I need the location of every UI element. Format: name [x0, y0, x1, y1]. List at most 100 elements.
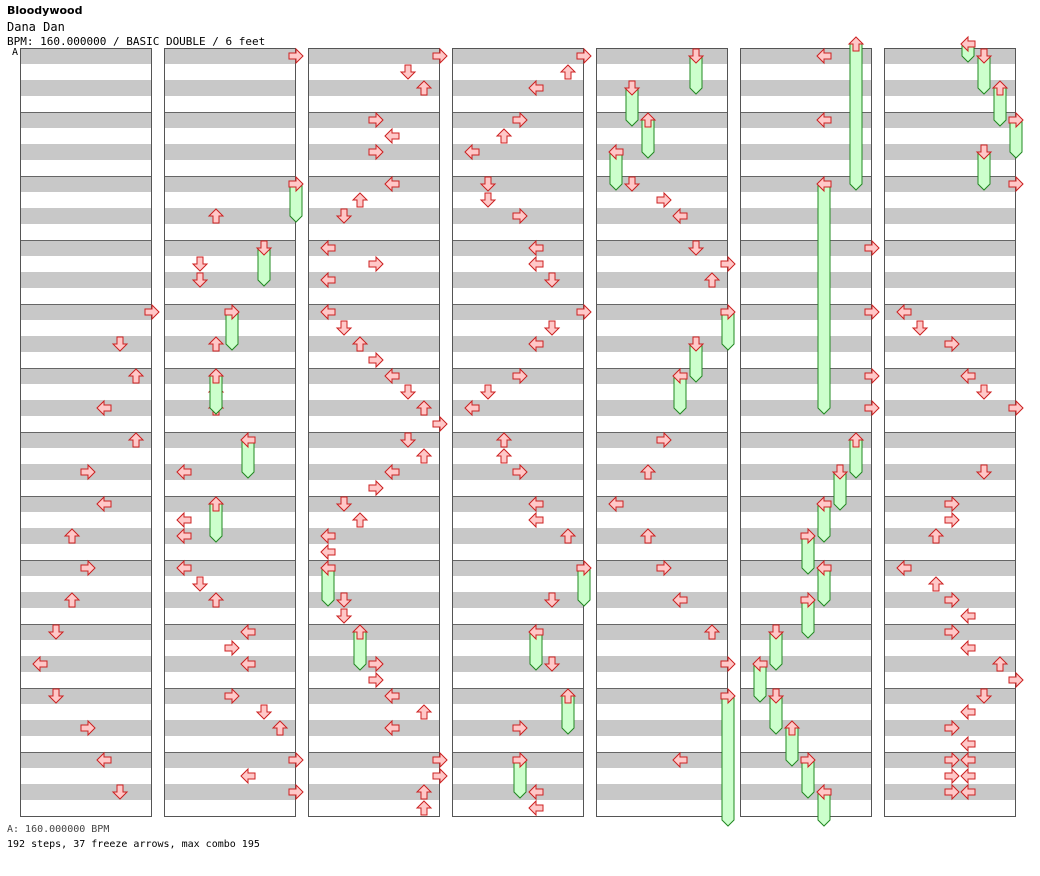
chart-info: BPM: 160.000000 / BASIC DOUBLE / 6 feet [7, 35, 266, 48]
beat-stripe [596, 464, 728, 480]
column-border [164, 48, 296, 817]
arrow-shape [495, 448, 513, 464]
step-arrow [944, 623, 960, 641]
beat-stripe [452, 240, 584, 256]
arrow-shape [608, 143, 624, 161]
freeze-head-arrow [752, 655, 768, 673]
step-arrow [368, 351, 384, 369]
beat-stripe [884, 656, 1016, 672]
step-arrow [335, 496, 353, 512]
arrow-shape [320, 559, 336, 577]
beat-stripe [20, 656, 152, 672]
beat-stripe [20, 432, 152, 448]
step-arrow [528, 239, 544, 257]
arrow-shape [351, 192, 369, 208]
step-arrow [207, 336, 225, 352]
arrow-shape [944, 751, 960, 769]
beat-stripe [164, 464, 296, 480]
arrow-shape [975, 688, 993, 704]
freeze-head-arrow [783, 720, 801, 736]
beat-stripe [884, 240, 1016, 256]
arrow-shape [816, 559, 832, 577]
arrow-shape [464, 399, 480, 417]
freeze-head-arrow [288, 175, 304, 193]
freeze-head-arrow [224, 303, 240, 321]
step-arrow [703, 272, 721, 288]
beat-stripe [20, 176, 152, 192]
arrow-shape [368, 143, 384, 161]
arrow-shape [944, 719, 960, 737]
beat-stripe [596, 48, 728, 64]
beat-stripe [596, 144, 728, 160]
step-arrow [672, 591, 688, 609]
arrow-shape [176, 463, 192, 481]
freeze-head-arrow [816, 559, 832, 577]
arrow-shape [288, 783, 304, 801]
freeze-head-arrow [207, 496, 225, 512]
beat-stripe [740, 48, 872, 64]
column-border [308, 48, 440, 817]
arrow-shape [512, 751, 528, 769]
step-arrow [944, 719, 960, 737]
arrow-shape [927, 576, 945, 592]
beat-stripe [740, 336, 872, 352]
step-arrow [720, 255, 736, 273]
freeze-head-arrow [559, 688, 577, 704]
arrow-shape [767, 688, 785, 704]
arrow-shape [720, 255, 736, 273]
arrow-shape [207, 336, 225, 352]
arrow-shape [368, 479, 384, 497]
beat-stripe [740, 496, 872, 512]
arrow-shape [127, 368, 145, 384]
arrow-shape [368, 111, 384, 129]
arrow-shape [623, 80, 641, 96]
step-arrow [415, 704, 433, 720]
step-arrow [543, 592, 561, 608]
arrow-shape [432, 767, 448, 785]
beat-stripe [308, 464, 440, 480]
step-arrow [528, 495, 544, 513]
arrow-shape [687, 240, 705, 256]
arrow-shape [543, 656, 561, 672]
beat-stripe [596, 720, 728, 736]
beat-stripe [452, 272, 584, 288]
step-arrow [351, 192, 369, 208]
arrow-shape [623, 176, 641, 192]
step-arrow [80, 463, 96, 481]
arrow-shape [288, 47, 304, 65]
step-arrow [320, 271, 336, 289]
step-arrow [384, 127, 400, 145]
step-arrow [335, 608, 353, 624]
arrow-shape [672, 591, 688, 609]
arrow-shape [752, 655, 768, 673]
arrow-shape [559, 64, 577, 80]
step-arrow [528, 783, 544, 801]
step-arrow [543, 320, 561, 336]
arrow-shape [464, 143, 480, 161]
arrow-shape [240, 623, 256, 641]
freeze-body [721, 695, 735, 827]
beat-stripe [164, 272, 296, 288]
step-arrow [528, 79, 544, 97]
arrow-shape [207, 592, 225, 608]
beat-stripe [20, 144, 152, 160]
beat-stripe [308, 688, 440, 704]
chart-name: Dana Dan [7, 20, 65, 34]
arrow-shape [528, 783, 544, 801]
arrow-shape [528, 511, 544, 529]
beat-stripe [20, 368, 152, 384]
beat-stripe [452, 592, 584, 608]
footer-stats: 192 steps, 37 freeze arrows, max combo 1… [7, 839, 260, 850]
arrow-shape [672, 751, 688, 769]
arrow-shape [687, 48, 705, 64]
beat-stripe [596, 112, 728, 128]
beat-stripe [884, 432, 1016, 448]
beat-stripe [884, 144, 1016, 160]
freeze-head-arrow [960, 35, 976, 53]
arrow-shape [432, 415, 448, 433]
step-arrow [559, 528, 577, 544]
beat-stripe [884, 528, 1016, 544]
beat-stripe [164, 144, 296, 160]
beat-stripe [452, 688, 584, 704]
step-arrow [623, 176, 641, 192]
